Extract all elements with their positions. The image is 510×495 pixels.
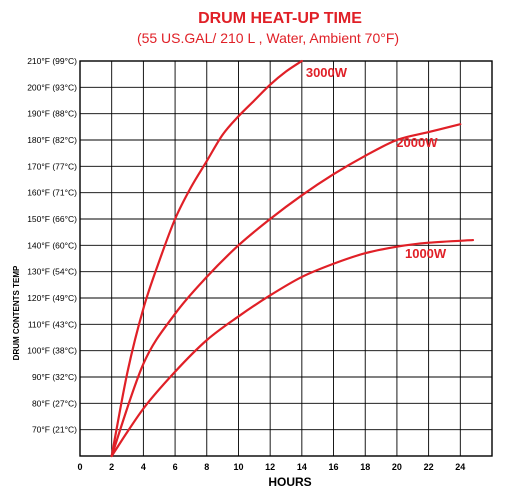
series-label: 3000W: [306, 65, 348, 80]
y-tick-label: 130°F (54°C): [27, 267, 77, 277]
y-tick-label: 190°F (88°C): [27, 109, 77, 119]
y-tick-label: 180°F (82°C): [27, 135, 77, 145]
x-tick-label: 20: [392, 462, 402, 472]
x-tick-label: 14: [297, 462, 307, 472]
x-tick-label: 24: [455, 462, 465, 472]
x-tick-label: 10: [233, 462, 243, 472]
x-tick-label: 16: [329, 462, 339, 472]
y-axis-ticks: 70°F (21°C) 80°F (27°C) 90°F (32°C) 100°F (…: [27, 56, 77, 435]
y-tick-label: 110°F (43°C): [28, 319, 77, 329]
y-tick-label: 70°F (21°C): [32, 425, 77, 435]
series-label: 1000W: [405, 246, 447, 261]
series-line-3000w: [110, 59, 303, 458]
y-tick-label: 160°F (71°C): [27, 188, 77, 198]
y-tick-label: 90°F (32°C): [32, 372, 77, 382]
x-tick-label: 12: [265, 462, 275, 472]
y-tick-label: 80°F (27°C): [32, 398, 77, 408]
x-tick-label: 0: [77, 462, 82, 472]
y-tick-label: 100°F (38°C): [27, 346, 77, 356]
x-axis-label: HOURS: [268, 475, 311, 489]
x-tick-label: 6: [173, 462, 178, 472]
series-lines: [110, 59, 475, 458]
series-labels: 3000W 2000W 1000W: [306, 65, 447, 261]
series-label: 2000W: [396, 135, 438, 150]
y-tick-label: 210°F (99°C): [27, 56, 77, 66]
y-axis-label: DRUM CONTENTS TEMP: [12, 265, 21, 360]
x-tick-label: 4: [141, 462, 146, 472]
x-tick-label: 2: [109, 462, 114, 472]
y-tick-label: 170°F (77°C): [27, 161, 77, 171]
y-tick-label: 140°F (60°C): [27, 240, 77, 250]
x-tick-label: 18: [360, 462, 370, 472]
grid: [79, 60, 493, 457]
series-line-2000w: [110, 123, 462, 458]
chart-subtitle: (55 US.GAL/ 210 L , Water, Ambient 70°F): [137, 30, 399, 46]
chart-title: DRUM HEAT-UP TIME: [198, 10, 362, 27]
x-tick-label: 22: [424, 462, 434, 472]
y-tick-label: 150°F (66°C): [27, 214, 77, 224]
x-axis-ticks: 0 2 4 6 8 10 12 14 16 18 20 22 24: [77, 462, 465, 472]
y-tick-label: 200°F (93°C): [27, 82, 77, 92]
y-tick-label: 120°F (49°C): [27, 293, 77, 303]
plot-frame: [79, 60, 493, 457]
series-line-1000w: [110, 238, 475, 458]
x-tick-label: 8: [204, 462, 209, 472]
